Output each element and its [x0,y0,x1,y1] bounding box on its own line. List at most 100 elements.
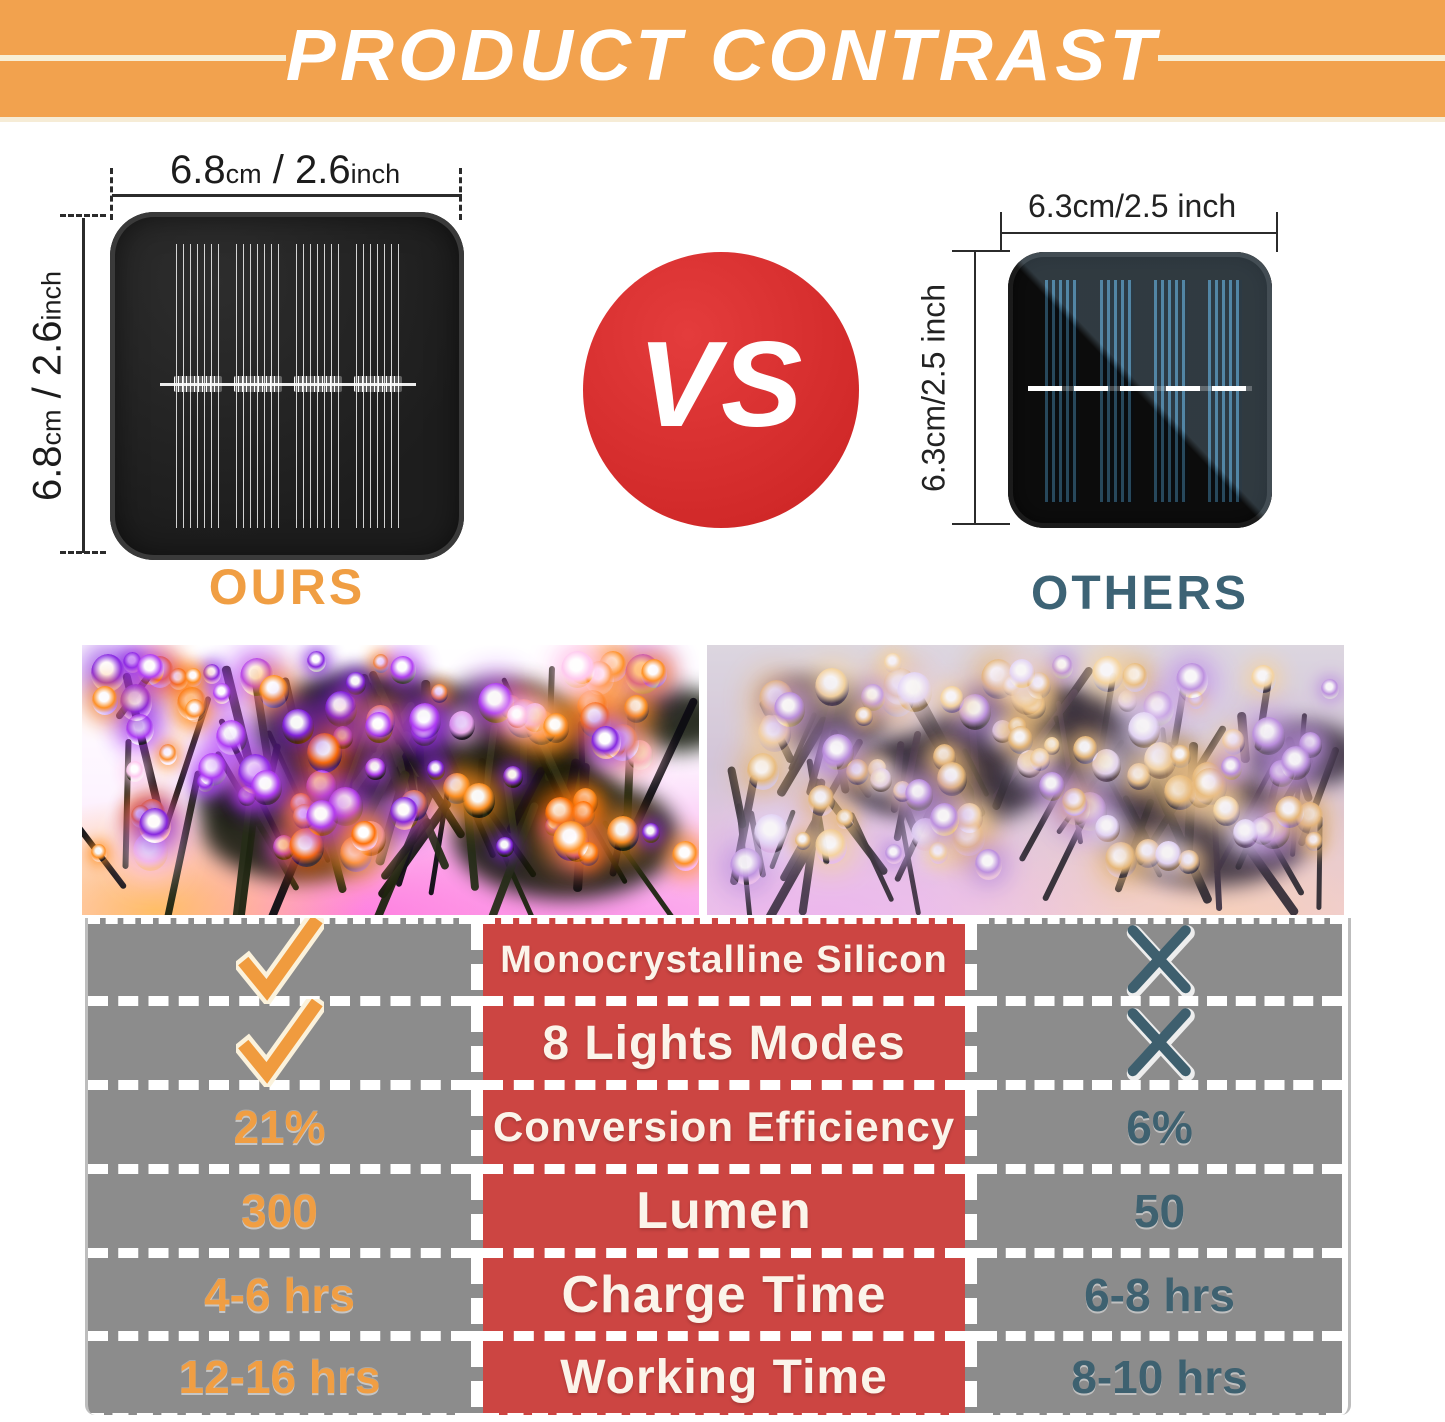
light-bulb [1095,814,1120,842]
light-bulb [773,692,805,728]
light-bulb [1176,663,1208,699]
others-cell: 6-8 hrs [977,1258,1342,1341]
light-bulb [591,726,621,760]
others-height-tick-bottom [952,523,1010,525]
light-bulb [794,831,812,851]
light-bulb [746,753,780,790]
table-row: 8 Lights Modes [88,999,1348,1090]
ours-label: OURS [208,559,366,615]
solar-cell-bar [1100,280,1134,502]
others-height-line [974,250,976,525]
ours-lights-photo-content [82,645,699,915]
light-bulb [930,802,960,836]
ours-height-tick-bottom [60,551,106,554]
others-width-tick-right [1276,212,1278,252]
table-row: 12-16 hrs Working Time 8-10 hrs [88,1341,1348,1415]
light-bulb [883,652,902,674]
column-separator [965,1258,977,1341]
feature-label: Working Time [560,1350,888,1404]
light-bulb [807,785,835,816]
ours-cell [88,918,471,1006]
column-separator [471,1090,483,1174]
light-bulb [552,821,589,862]
solar-busbar [1028,386,1252,391]
cross-icon [1126,1008,1195,1081]
column-separator [471,1341,483,1415]
feature-label: 8 Lights Modes [542,1016,906,1070]
light-bulb [672,840,699,871]
light-bulb [307,733,343,773]
light-bulb [870,767,893,793]
light-bulb [1155,840,1183,872]
light-bulb [91,685,118,715]
light-bulb [372,654,390,673]
banner-underline [0,117,1445,122]
others-cell: 8-10 hrs [977,1341,1342,1415]
others-lights-photo [707,645,1344,915]
light-bulb [184,667,202,688]
table-row: 4-6 hrs Charge Time 6-8 hrs [88,1258,1348,1341]
light-bulb [1007,725,1034,755]
light-bulb [897,672,933,712]
light-bulb [324,691,357,727]
light-bulb [158,744,177,765]
light-bulb [1320,679,1339,700]
light-bulb [197,753,228,787]
light-bulb [1061,787,1088,817]
light-bulb [571,801,595,827]
others-cell: 50 [977,1174,1342,1258]
page-title: PRODUCT CONTRAST [285,16,1160,96]
ours-width-unit-cm: cm [225,159,262,189]
ours-value: 4-6 hrs [204,1268,355,1321]
others-value: 6% [1126,1101,1193,1153]
light-bulb [560,651,594,689]
others-width-tick-left [1000,212,1002,252]
ours-height-unit-cm: cm [36,409,67,446]
ours-value: 300 [241,1185,318,1237]
column-separator [965,1090,977,1174]
others-width-dimension: 6.3cm/2.5 inch [1028,188,1237,224]
light-bulb [125,761,144,782]
vs-label: VS [637,316,805,452]
light-bulb [1220,756,1243,781]
light-bulb [855,706,873,727]
light-bulb [1250,665,1276,693]
light-bulb [845,758,870,785]
light-bulb [905,778,934,811]
light-bulb [305,799,338,836]
light-bulb [928,842,949,865]
others-solar-panel [1008,252,1272,528]
ours-width-tick-left [110,168,113,220]
feature-cell: 8 Lights Modes [483,1006,965,1090]
ours-solar-panel [110,212,464,560]
light-bulb [259,674,290,709]
solar-busbar [160,383,416,386]
light-bulb [448,711,476,741]
light-bulb [1305,831,1323,852]
light-bulb [974,849,1002,880]
light-wire [122,739,132,870]
light-bulb [1178,849,1200,874]
light-bulb [345,672,367,696]
light-bulb [1044,736,1061,755]
feature-label: Monocrystalline Silicon [500,938,948,981]
light-bulb [168,668,188,690]
light-wire [162,770,203,915]
light-bulb [1128,712,1161,748]
light-bulb [365,712,393,743]
light-bulb [136,654,164,685]
column-separator [471,1006,483,1090]
light-bulb [282,708,315,745]
feature-label: Charge Time [561,1265,887,1324]
feature-label: Lumen [636,1182,812,1240]
ours-width-value-cm: 6.8 [170,148,226,192]
others-cell [977,1006,1342,1090]
solar-busbar-segment [294,376,342,392]
light-bulb [251,770,282,805]
vs-badge: VS [583,252,859,528]
light-bulb [1212,795,1240,827]
light-bulb [1009,658,1035,688]
light-bulb [139,807,171,843]
light-bulb [90,844,107,863]
light-bulb [215,720,248,756]
